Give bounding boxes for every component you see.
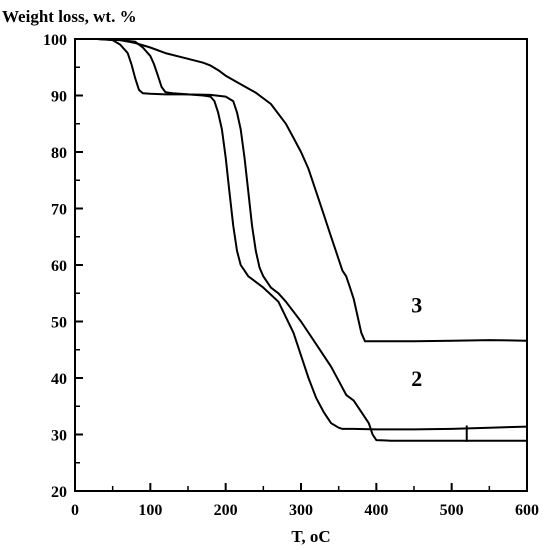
x-axis-title-unit: oC — [310, 527, 331, 546]
series-line-3 — [97, 38, 528, 343]
x-tick-label: 100 — [138, 502, 162, 519]
series-line-2 — [97, 38, 527, 442]
y-tick-label: 80 — [51, 145, 67, 162]
curve-labels-group: 32 — [411, 293, 422, 391]
curve-label: 2 — [411, 366, 422, 391]
x-tick-label: 600 — [515, 502, 539, 519]
y-tick-label: 30 — [51, 428, 67, 445]
y-tick-label: 20 — [51, 484, 67, 501]
x-tick-label: 0 — [71, 502, 79, 519]
y-axis-title: Weight loss, wt. % — [2, 7, 137, 26]
y-tick-label: 60 — [51, 258, 67, 275]
ticks-group — [74, 38, 528, 492]
y-tick-label: 40 — [51, 371, 67, 388]
curve-label: 3 — [411, 293, 422, 318]
x-tick-label: 500 — [440, 502, 464, 519]
y-tick-label: 70 — [51, 202, 67, 219]
x-tick-label: 200 — [214, 502, 238, 519]
x-tick-label: 400 — [364, 502, 388, 519]
x-tick-label: 300 — [289, 502, 313, 519]
x-axis-title: T, oC — [291, 527, 330, 546]
plot-frame — [74, 38, 528, 492]
x-axis-title-text: T, — [291, 527, 310, 546]
y-tick-label: 50 — [51, 315, 67, 332]
y-tick-label: 90 — [51, 89, 67, 106]
labels-group: 0 100 200 300 400 500 600 20 30 40 50 60 70 80 90 100 — [43, 32, 539, 519]
curves-group — [97, 38, 528, 442]
series-line-1 — [97, 38, 528, 431]
y-tick-label: 100 — [43, 32, 67, 49]
